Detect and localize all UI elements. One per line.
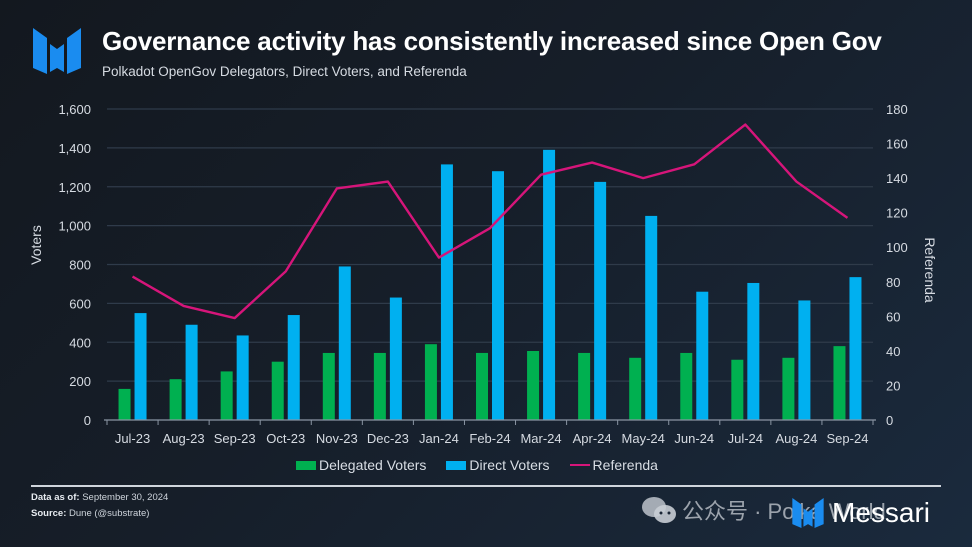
bar-delegated-voters [578, 352, 591, 420]
y-tick-label-right: 20 [886, 378, 900, 393]
referenda-line [131, 123, 849, 320]
bar-direct-voters [440, 164, 453, 420]
bar-direct-voters [594, 181, 607, 420]
bar-direct-voters [798, 300, 811, 420]
x-tick-label: Oct-23 [266, 431, 305, 446]
chart-subtitle: Polkadot OpenGov Delegators, Direct Vote… [102, 64, 467, 79]
bar-direct-voters [645, 215, 658, 420]
bar-direct-voters [389, 297, 402, 420]
footer-divider [31, 485, 941, 487]
x-tick-label: Nov-23 [316, 431, 358, 446]
x-tick-label: Jan-24 [419, 431, 459, 446]
y-tick-label-left: 1,000 [58, 219, 91, 234]
bar-direct-voters [287, 315, 300, 420]
footer-source-label: Source: [31, 508, 67, 519]
bar-direct-voters [338, 266, 351, 420]
wechat-icon [642, 497, 676, 523]
bar-delegated-voters [629, 357, 642, 420]
legend-label: Delegated Voters [319, 457, 427, 473]
footer-data-label: Data as of: [31, 492, 80, 503]
x-tick-label: Aug-24 [775, 431, 817, 446]
bar-direct-voters [492, 171, 504, 420]
chart-title: Governance activity has consistently inc… [102, 26, 882, 56]
y-axis-label-right: Referenda [922, 237, 938, 303]
legend-item-direct[interactable]: Direct Voters [446, 457, 550, 473]
y-axis-label-left: Voters [28, 225, 44, 265]
legend-item-referenda[interactable]: Referenda [569, 457, 658, 473]
y-tick-label-right: 0 [886, 413, 893, 428]
x-tick-label: May-24 [622, 431, 665, 446]
watermark-text: 公众号 · Polka World [682, 499, 886, 524]
y-tick-label-left: 400 [69, 335, 91, 350]
bar-delegated-voters [680, 352, 693, 420]
x-tick-label: Jul-23 [115, 431, 150, 446]
axes: 0 200 400 600 800 1,000 1,200 1,400 1,600 0 20 40 60… [58, 102, 907, 446]
bar-delegated-voters [731, 359, 744, 420]
bar-direct-voters [236, 335, 249, 420]
watermark: 公众号 · Polka World [640, 494, 886, 526]
gridlines [107, 108, 873, 382]
x-tick-label: Aug-23 [163, 431, 205, 446]
bar-delegated-voters [322, 352, 335, 420]
legend-swatch-referenda [569, 464, 590, 466]
brand-name: Messari [832, 497, 931, 528]
bar-direct-voters [849, 277, 862, 420]
messari-logo [33, 28, 81, 74]
bar-delegated-voters [476, 352, 488, 420]
y-tick-label-right: 160 [886, 137, 908, 152]
x-tick-label: Feb-24 [469, 431, 510, 446]
bar-delegated-voters [271, 361, 284, 420]
bar-delegated-voters [527, 350, 540, 420]
bar-direct-voters [134, 313, 147, 420]
y-tick-label-left: 0 [84, 413, 91, 428]
bar-delegated-voters [118, 388, 131, 420]
legend-label: Direct Voters [469, 457, 550, 473]
y-tick-label-right: 180 [886, 102, 908, 117]
bar-direct-voters [696, 291, 709, 420]
y-tick-label-left: 1,400 [58, 141, 91, 156]
bar-delegated-voters [782, 357, 795, 420]
y-tick-label-left: 1,600 [58, 102, 91, 117]
legend-swatch-delegated [296, 460, 316, 470]
bars [118, 149, 862, 420]
footer-source-value: Dune (@substrate) [69, 508, 150, 519]
bar-delegated-voters [424, 344, 437, 420]
footer-source: Source: Dune (@substrate) [31, 508, 149, 519]
x-tick-label: Jun-24 [674, 431, 714, 446]
bar-delegated-voters [220, 371, 233, 420]
x-tick-label: Apr-24 [573, 431, 612, 446]
y-tick-label-right: 140 [886, 171, 908, 186]
legend: Delegated Voters Direct Voters Referenda [296, 457, 678, 473]
y-tick-label-right: 80 [886, 275, 900, 290]
footer-data-value: September 30, 2024 [82, 492, 169, 503]
bar-delegated-voters [373, 352, 386, 420]
y-tick-label-left: 800 [69, 258, 91, 273]
x-tick-label: Sep-24 [827, 431, 869, 446]
bar-delegated-voters [833, 346, 846, 420]
y-tick-label-right: 40 [886, 344, 900, 359]
footer-data-date: Data as of: September 30, 2024 [31, 492, 168, 503]
bar-direct-voters [185, 324, 198, 420]
y-tick-label-left: 600 [69, 296, 91, 311]
y-tick-label-left: 200 [69, 374, 91, 389]
legend-swatch-direct [446, 460, 467, 470]
messari-brand-icon [792, 498, 824, 528]
bar-delegated-voters [169, 379, 182, 420]
brand-lockup: Messari [790, 497, 930, 529]
x-tick-label: Sep-23 [214, 431, 256, 446]
y-tick-label-right: 100 [886, 240, 908, 255]
x-tick-label: Jul-24 [728, 431, 763, 446]
legend-item-delegated[interactable]: Delegated Voters [296, 457, 426, 473]
bar-direct-voters [543, 149, 556, 420]
referenda-line-group [131, 123, 849, 320]
bar-direct-voters [747, 282, 760, 420]
y-tick-label-right: 120 [886, 206, 908, 221]
x-tick-label: Dec-23 [367, 431, 409, 446]
y-tick-label-right: 60 [886, 309, 900, 324]
legend-label: Referenda [592, 457, 658, 473]
x-tick-label: Mar-24 [520, 431, 561, 446]
y-tick-label-left: 1,200 [58, 180, 91, 195]
